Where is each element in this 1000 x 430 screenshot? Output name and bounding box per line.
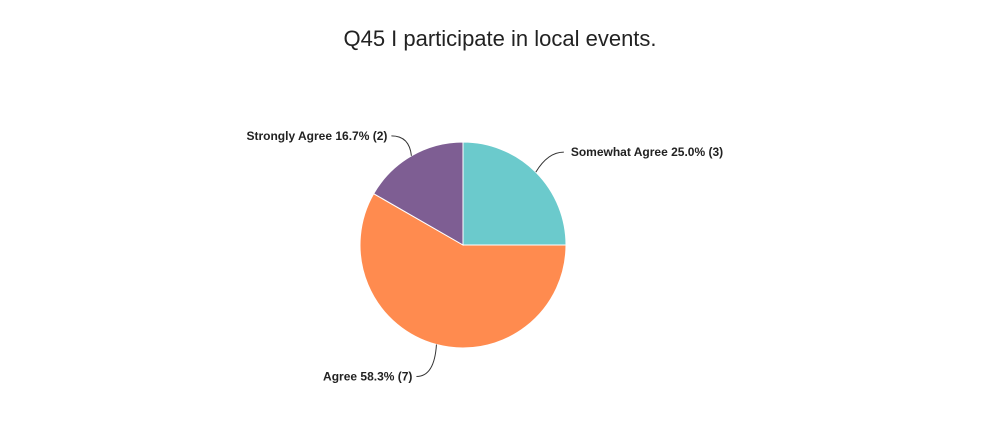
slice-label: Agree 58.3% (7) (323, 370, 412, 384)
category-label: Strongly Agree (246, 129, 332, 143)
pie-slice (359, 193, 567, 349)
value-label: 25.0% (3) (671, 145, 723, 159)
leader-line (535, 151, 564, 173)
chart-title: Q45 I participate in local events. (343, 26, 656, 51)
slice-label: Somewhat Agree 25.0% (3) (571, 145, 723, 159)
category-label: Somewhat Agree (571, 145, 668, 159)
leader-line (391, 135, 412, 156)
value-label: 58.3% (7) (360, 370, 412, 384)
slice-label: Strongly Agree 16.7% (2) (246, 129, 387, 143)
category-label: Agree (323, 370, 357, 384)
leader-line (416, 344, 437, 378)
pie-slice (462, 141, 567, 246)
value-label: 16.7% (2) (335, 129, 387, 143)
pie-slice (373, 141, 464, 246)
